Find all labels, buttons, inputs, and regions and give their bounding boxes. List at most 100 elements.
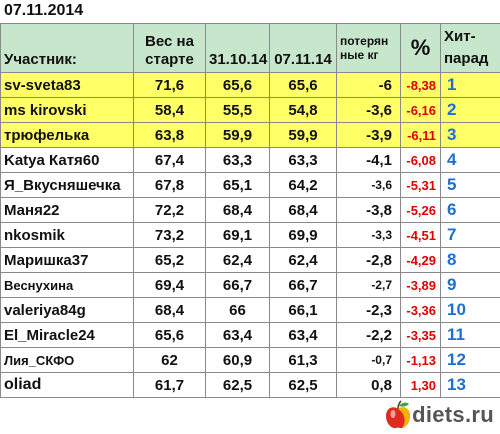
- weight-31-10: 59,9: [205, 122, 270, 148]
- header-lost: потерян ные кг: [336, 23, 401, 73]
- hit-parade-place: 8: [440, 247, 500, 273]
- weight-07-11: 62,5: [269, 372, 337, 398]
- apple-icon: [386, 400, 411, 429]
- weight-31-10: 68,4: [205, 197, 270, 223]
- weight-31-10: 60,9: [205, 347, 270, 373]
- participant-name: sv-sveta83: [0, 72, 134, 98]
- weight-07-11: 69,9: [269, 222, 337, 248]
- weight-07-11: 66,7: [269, 272, 337, 298]
- percent-lost: -6,11: [400, 122, 441, 148]
- hit-parade-place: 4: [440, 147, 500, 173]
- weight-31-10: 55,5: [205, 97, 270, 123]
- percent-lost: -6,08: [400, 147, 441, 173]
- percent-lost: -6,16: [400, 97, 441, 123]
- table-row: трюфелька 63,8 59,9 59,9 -3,9 -6,11 3: [0, 122, 500, 148]
- weight-31-10: 65,1: [205, 172, 270, 198]
- weight-07-11: 65,6: [269, 72, 337, 98]
- lost-kg: -2,8: [336, 247, 401, 273]
- percent-lost: -5,31: [400, 172, 441, 198]
- percent-lost: 1,30: [400, 372, 441, 398]
- hit-parade-place: 7: [440, 222, 500, 248]
- hit-parade-place: 13: [440, 372, 500, 398]
- start-weight: 65,6: [133, 322, 206, 348]
- table-row: Маня22 72,2 68,4 68,4 -3,8 -5,26 6: [0, 197, 500, 223]
- sheet-date: 07.11.2014: [4, 2, 84, 19]
- participant-name: Katya Катя60: [0, 147, 134, 173]
- weight-07-11: 63,3: [269, 147, 337, 173]
- header-row: Участник: Вес на старте 31.10.14 07.11.1…: [0, 23, 500, 73]
- table-row: oliad 61,7 62,5 62,5 0,8 1,30 13: [0, 372, 500, 398]
- percent-lost: -8,38: [400, 72, 441, 98]
- header-participant: Участник:: [0, 23, 134, 73]
- weight-31-10: 63,4: [205, 322, 270, 348]
- participant-name: трюфелька: [0, 122, 134, 148]
- weight-07-11: 54,8: [269, 97, 337, 123]
- start-weight: 65,2: [133, 247, 206, 273]
- percent-lost: -3,89: [400, 272, 441, 298]
- weight-07-11: 64,2: [269, 172, 337, 198]
- hit-parade-place: 1: [440, 72, 500, 98]
- percent-lost: -5,26: [400, 197, 441, 223]
- start-weight: 58,4: [133, 97, 206, 123]
- table-row: ms kirovski 58,4 55,5 54,8 -3,6 -6,16 2: [0, 97, 500, 123]
- participant-name: Маришка37: [0, 247, 134, 273]
- lost-kg: -2,7: [336, 272, 401, 298]
- hit-parade-place: 9: [440, 272, 500, 298]
- weight-31-10: 66: [205, 297, 270, 323]
- weight-31-10: 62,5: [205, 372, 270, 398]
- diets-logo-text: diets.ru: [412, 402, 494, 427]
- start-weight: 63,8: [133, 122, 206, 148]
- start-weight: 71,6: [133, 72, 206, 98]
- participant-name: El_Miracle24: [0, 322, 134, 348]
- header-hit-parade: Хит- парад: [440, 23, 500, 73]
- hit-parade-place: 5: [440, 172, 500, 198]
- lost-kg: -3,6: [336, 172, 401, 198]
- weight-07-11: 66,1: [269, 297, 337, 323]
- hit-parade-place: 10: [440, 297, 500, 323]
- table-row: valeriya84g 68,4 66 66,1 -2,3 -3,36 10: [0, 297, 500, 323]
- weight-07-11: 68,4: [269, 197, 337, 223]
- lost-kg: -6: [336, 72, 401, 98]
- participant-name: Маня22: [0, 197, 134, 223]
- percent-lost: -3,35: [400, 322, 441, 348]
- hit-parade-place: 12: [440, 347, 500, 373]
- participant-name: Веснухина: [0, 272, 134, 298]
- lost-kg: -3,3: [336, 222, 401, 248]
- participant-name: Я_Вкусняшечка: [0, 172, 134, 198]
- hit-parade-place: 6: [440, 197, 500, 223]
- weight-31-10: 62,4: [205, 247, 270, 273]
- lost-kg: -4,1: [336, 147, 401, 173]
- header-start-weight: Вес на старте: [133, 23, 206, 73]
- hit-parade-place: 11: [440, 322, 500, 348]
- start-weight: 67,8: [133, 172, 206, 198]
- hit-parade-place: 3: [440, 122, 500, 148]
- percent-lost: -1,13: [400, 347, 441, 373]
- diets-logo: diets.ru: [384, 400, 494, 430]
- start-weight: 73,2: [133, 222, 206, 248]
- start-weight: 72,2: [133, 197, 206, 223]
- weight-07-11: 63,4: [269, 322, 337, 348]
- header-percent: %: [400, 23, 441, 73]
- start-weight: 69,4: [133, 272, 206, 298]
- start-weight: 61,7: [133, 372, 206, 398]
- table-row: nkosmik 73,2 69,1 69,9 -3,3 -4,51 7: [0, 222, 500, 248]
- weight-07-11: 59,9: [269, 122, 337, 148]
- hit-parade-place: 2: [440, 97, 500, 123]
- lost-kg: -0,7: [336, 347, 401, 373]
- header-date2: 07.11.14: [269, 23, 337, 73]
- start-weight: 68,4: [133, 297, 206, 323]
- percent-lost: -4,29: [400, 247, 441, 273]
- lost-kg: -3,6: [336, 97, 401, 123]
- lost-kg: -2,3: [336, 297, 401, 323]
- participant-name: oliad: [0, 372, 134, 398]
- weight-31-10: 65,6: [205, 72, 270, 98]
- percent-lost: -4,51: [400, 222, 441, 248]
- weight-07-11: 61,3: [269, 347, 337, 373]
- table-row: Лия_СКФО 62 60,9 61,3 -0,7 -1,13 12: [0, 347, 500, 373]
- participant-name: nkosmik: [0, 222, 134, 248]
- table-row: sv-sveta83 71,6 65,6 65,6 -6 -8,38 1: [0, 72, 500, 98]
- percent-lost: -3,36: [400, 297, 441, 323]
- participant-name: Лия_СКФО: [0, 347, 134, 373]
- participant-name: valeriya84g: [0, 297, 134, 323]
- lost-kg: -3,9: [336, 122, 401, 148]
